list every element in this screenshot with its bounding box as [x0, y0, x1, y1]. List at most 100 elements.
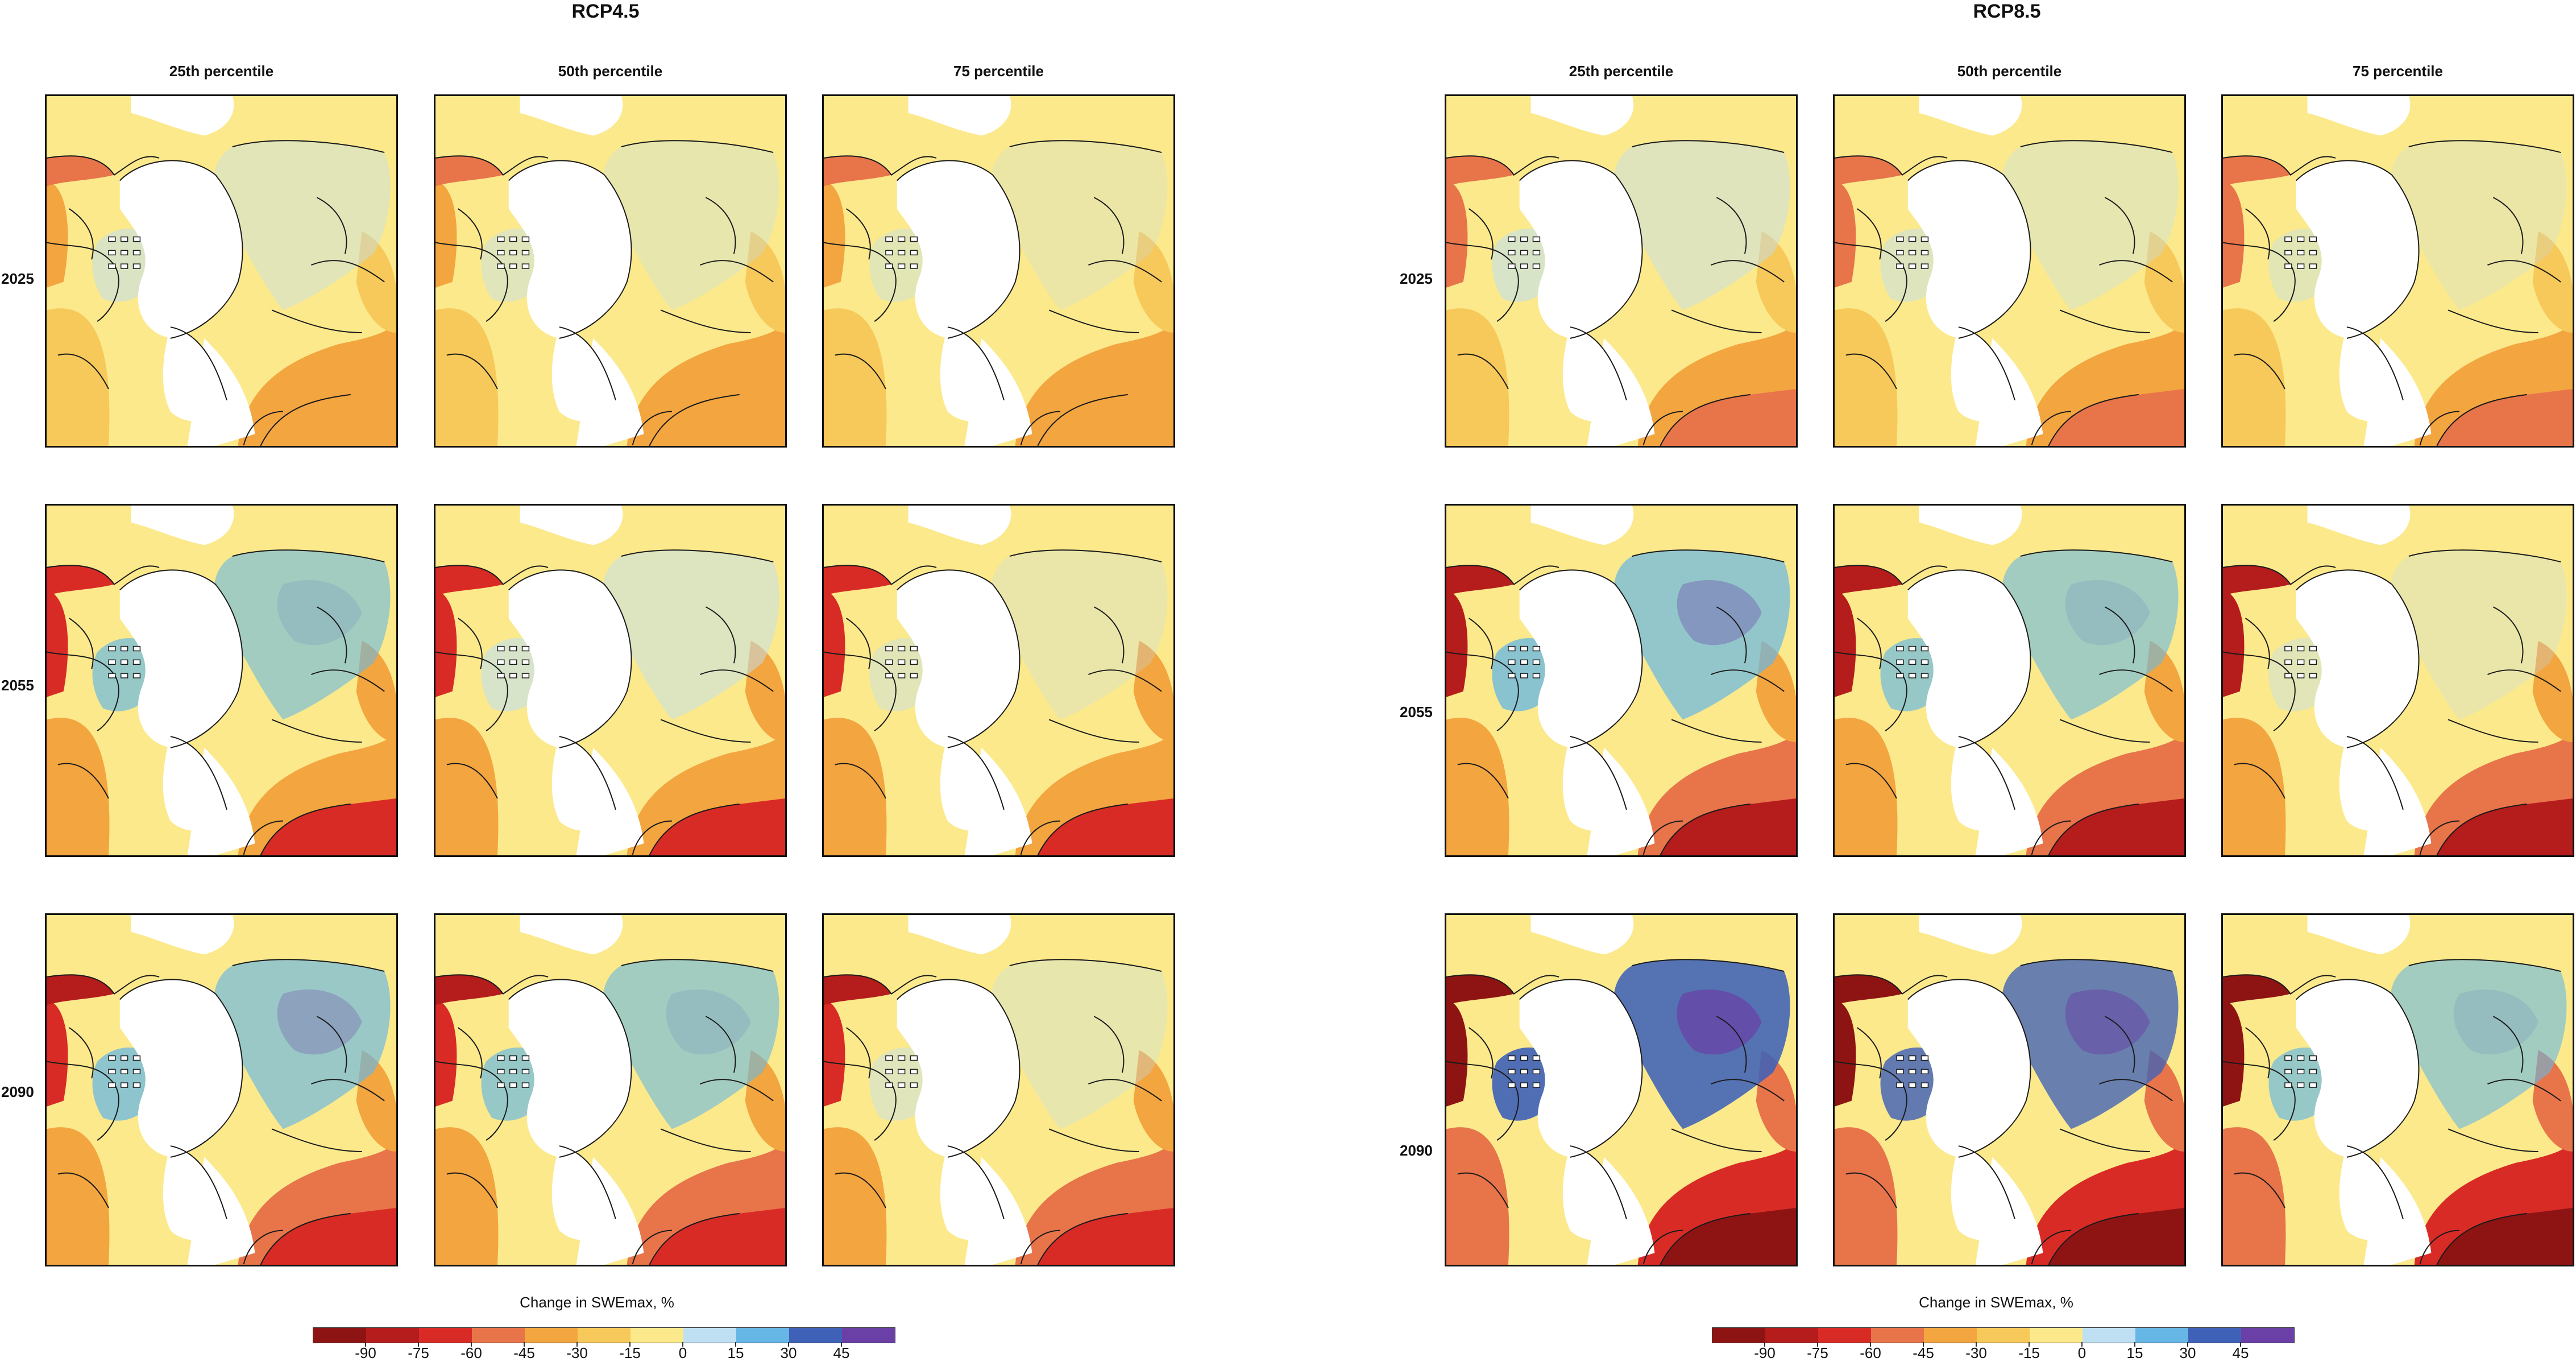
colorbar-swatch — [630, 1328, 683, 1343]
colorbar-swatch — [1871, 1328, 1924, 1343]
colorbar-tick-label: 45 — [2232, 1344, 2249, 1361]
row-label-2090-rcp45: 2090 — [1, 1083, 34, 1100]
colorbar-tick-mark — [418, 1342, 419, 1347]
colorbar-swatch — [2135, 1328, 2188, 1343]
colorbar-swatch — [578, 1328, 630, 1343]
colorbar-tick-label: -60 — [461, 1344, 482, 1361]
colorbar-swatch — [2083, 1328, 2135, 1343]
colorbar-swatch — [2030, 1328, 2083, 1343]
column-label-75th-rcp85: 75 percentile — [2353, 63, 2443, 80]
colorbar-tick-label: -75 — [1807, 1344, 1828, 1361]
colorbar-tick-label: 15 — [2126, 1344, 2143, 1361]
colorbar-swatch — [419, 1328, 472, 1343]
map-graphic — [1835, 915, 2184, 1265]
row-label-2090-rcp85: 2090 — [1400, 1142, 1433, 1159]
colorbar-tick-mark — [365, 1342, 366, 1347]
map-graphic — [824, 506, 1173, 855]
scenario-title-rcp45: RCP4.5 — [571, 1, 640, 22]
colorbar-tick-mark — [629, 1342, 630, 1347]
colorbar-tick-mark — [2029, 1342, 2030, 1347]
colorbar-swatch — [683, 1328, 736, 1343]
row-label-2025-rcp45: 2025 — [1, 270, 34, 287]
map-panel-rcp45-2090-25th — [45, 913, 398, 1266]
column-label-50th-rcp45: 50th percentile — [558, 63, 663, 80]
map-graphic — [1835, 506, 2184, 855]
row-label-2025-rcp85: 2025 — [1400, 270, 1433, 287]
map-graphic — [435, 506, 785, 855]
colorbar-tick-mark — [471, 1342, 472, 1347]
column-label-50th-rcp85: 50th percentile — [1957, 63, 2062, 80]
column-label-75th-rcp45: 75 percentile — [953, 63, 1044, 80]
map-panel-rcp85-2090-50th — [1833, 913, 2186, 1266]
map-panel-rcp45-2025-25th — [45, 94, 398, 448]
colorbar-tick-mark — [1764, 1342, 1765, 1347]
colorbar-swatch — [1818, 1328, 1871, 1343]
colorbar-tick-label: -15 — [619, 1344, 641, 1361]
map-panel-rcp45-2090-50th — [434, 913, 787, 1266]
colorbar-rcp85 — [1712, 1327, 2295, 1343]
colorbar-swatch — [736, 1328, 789, 1343]
colorbar-tick-label: 15 — [727, 1344, 744, 1361]
colorbar-tick-mark — [576, 1342, 578, 1347]
colorbar-tick-label: 0 — [678, 1344, 687, 1361]
colorbar-swatch — [525, 1328, 578, 1343]
map-panel-rcp45-2055-25th — [45, 504, 398, 857]
colorbar-tick-label: -75 — [408, 1344, 429, 1361]
colorbar-swatch — [366, 1328, 419, 1343]
map-panel-rcp45-2090-75th — [822, 913, 1175, 1266]
colorbar-tick-label: -90 — [1754, 1344, 1776, 1361]
row-label-2055-rcp45: 2055 — [1, 677, 34, 694]
colorbar-tick-label: -45 — [1913, 1344, 1934, 1361]
colorbar-swatch — [313, 1328, 366, 1343]
colorbar-swatch — [2241, 1328, 2294, 1343]
map-panel-rcp85-2055-75th — [2221, 504, 2574, 857]
row-label-2055-rcp85: 2055 — [1400, 703, 1433, 721]
colorbar-swatch — [1712, 1328, 1765, 1343]
map-panel-rcp85-2090-75th — [2221, 913, 2574, 1266]
colorbar-title-rcp85: Change in SWEmax, % — [1919, 1294, 2073, 1311]
map-graphic — [1446, 915, 1796, 1265]
colorbar-tick-mark — [524, 1342, 525, 1347]
colorbar-tick-mark — [841, 1342, 842, 1347]
map-panel-rcp85-2025-75th — [2221, 94, 2574, 448]
map-panel-rcp85-2025-50th — [1833, 94, 2186, 448]
colorbar-tick-mark — [1923, 1342, 1924, 1347]
colorbar-tick-mark — [2240, 1342, 2241, 1347]
map-graphic — [435, 96, 785, 446]
scenario-title-rcp85: RCP8.5 — [1973, 1, 2041, 22]
map-graphic — [435, 915, 785, 1265]
map-graphic — [47, 915, 396, 1265]
colorbar-swatch — [1765, 1328, 1818, 1343]
colorbar-swatch — [2188, 1328, 2241, 1343]
colorbar-tick-mark — [2081, 1342, 2083, 1347]
colorbar-tick-label: -30 — [566, 1344, 588, 1361]
map-graphic — [824, 915, 1173, 1265]
map-panel-rcp45-2025-50th — [434, 94, 787, 448]
colorbar-tick-label: 30 — [2179, 1344, 2196, 1361]
map-graphic — [2223, 506, 2573, 855]
map-graphic — [47, 506, 396, 855]
colorbar-tick-mark — [1976, 1342, 1977, 1347]
map-graphic — [2223, 96, 2573, 446]
colorbar-tick-mark — [788, 1342, 789, 1347]
colorbar-tick-label: -30 — [1965, 1344, 1987, 1361]
colorbar-swatch — [789, 1328, 842, 1343]
colorbar-tick-mark — [2134, 1342, 2135, 1347]
column-label-25th-rcp45: 25th percentile — [169, 63, 274, 80]
map-panel-rcp45-2025-75th — [822, 94, 1175, 448]
map-graphic — [2223, 915, 2573, 1265]
colorbar-swatch — [1924, 1328, 1977, 1343]
colorbar-tick-label: 0 — [2077, 1344, 2086, 1361]
map-graphic — [47, 96, 396, 446]
colorbar-tick-label: 45 — [833, 1344, 850, 1361]
map-panel-rcp45-2055-75th — [822, 504, 1175, 857]
colorbar-title-rcp45: Change in SWEmax, % — [520, 1294, 674, 1311]
colorbar-tick-label: -45 — [513, 1344, 535, 1361]
colorbar-swatch — [472, 1328, 525, 1343]
colorbar-tick-mark — [682, 1342, 683, 1347]
map-graphic — [1446, 96, 1796, 446]
map-graphic — [1835, 96, 2184, 446]
map-panel-rcp45-2055-50th — [434, 504, 787, 857]
map-panel-rcp85-2055-25th — [1445, 504, 1798, 857]
colorbar-tick-label: -15 — [2018, 1344, 2040, 1361]
